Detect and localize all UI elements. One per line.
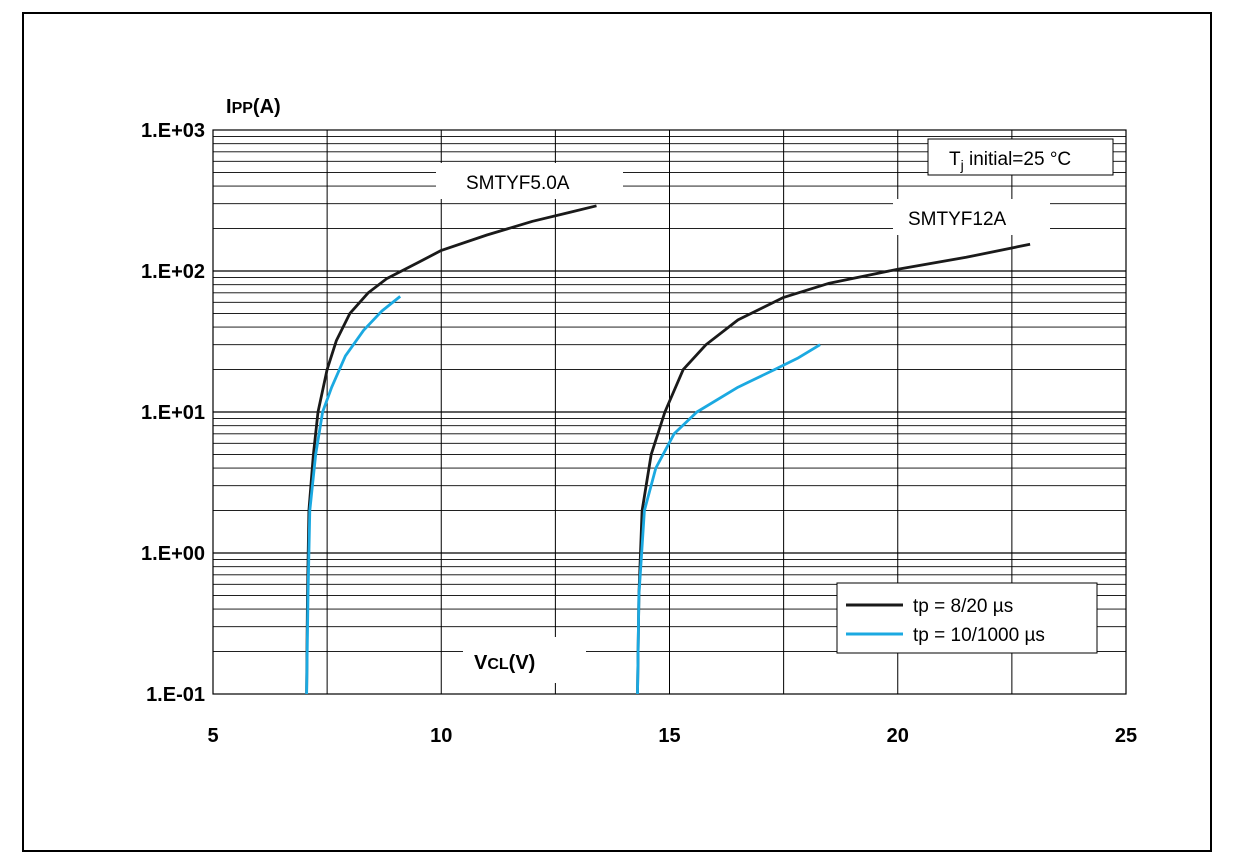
- x-axis-label: VCL(V): [474, 652, 535, 674]
- x-tick-label: 5: [207, 725, 218, 747]
- curve-label-smtyf5-text: SMTYF5.0A: [466, 173, 570, 194]
- y-tick-label: 1.E+02: [141, 261, 205, 283]
- x-tick-label: 15: [658, 725, 680, 747]
- x-tick-label: 10: [430, 725, 452, 747]
- plot-border: [212, 129, 1127, 695]
- x-tick-label: 25: [1115, 725, 1137, 747]
- y-tick-label: 1.E-01: [146, 684, 205, 706]
- y-tick-label: 1.E+00: [141, 543, 205, 565]
- series-line: [305, 204, 597, 695]
- legend: tp = 8/20 µs tp = 10/1000 µs: [836, 582, 1098, 654]
- y-tick-label: 1.E+03: [141, 120, 205, 142]
- x-axis-label-box: VCL(V): [463, 637, 586, 683]
- tick-labels: 5 10 15 20 25 1.E-01 1.E+00 1.E+01 1.E+02 1.E+03: [141, 120, 1137, 747]
- series-line: [636, 242, 1031, 695]
- annotation-box: Tj initial=25 °C: [927, 138, 1114, 176]
- legend-label-10-1000: tp = 10/1000 µs: [913, 625, 1045, 646]
- legend-label-8-20: tp = 8/20 µs: [913, 596, 1013, 617]
- y-tick-label: 1.E+01: [141, 402, 205, 424]
- curve-label-smtyf12: SMTYF12A: [893, 199, 1050, 235]
- curve-label-smtyf5: SMTYF5.0A: [436, 163, 623, 199]
- y-axis-label: IPP(A): [226, 96, 281, 118]
- curve-label-smtyf12-text: SMTYF12A: [908, 209, 1007, 230]
- x-tick-label: 20: [887, 725, 909, 747]
- series-line: [636, 343, 821, 695]
- annotation-text: Tj initial=25 °C: [949, 149, 1071, 173]
- series-line: [305, 295, 402, 695]
- series-layer: [305, 204, 1031, 695]
- clamping-voltage-chart: 5 10 15 20 251.E-011.E+001.E+011.E+021.E+03 …: [141, 96, 1137, 747]
